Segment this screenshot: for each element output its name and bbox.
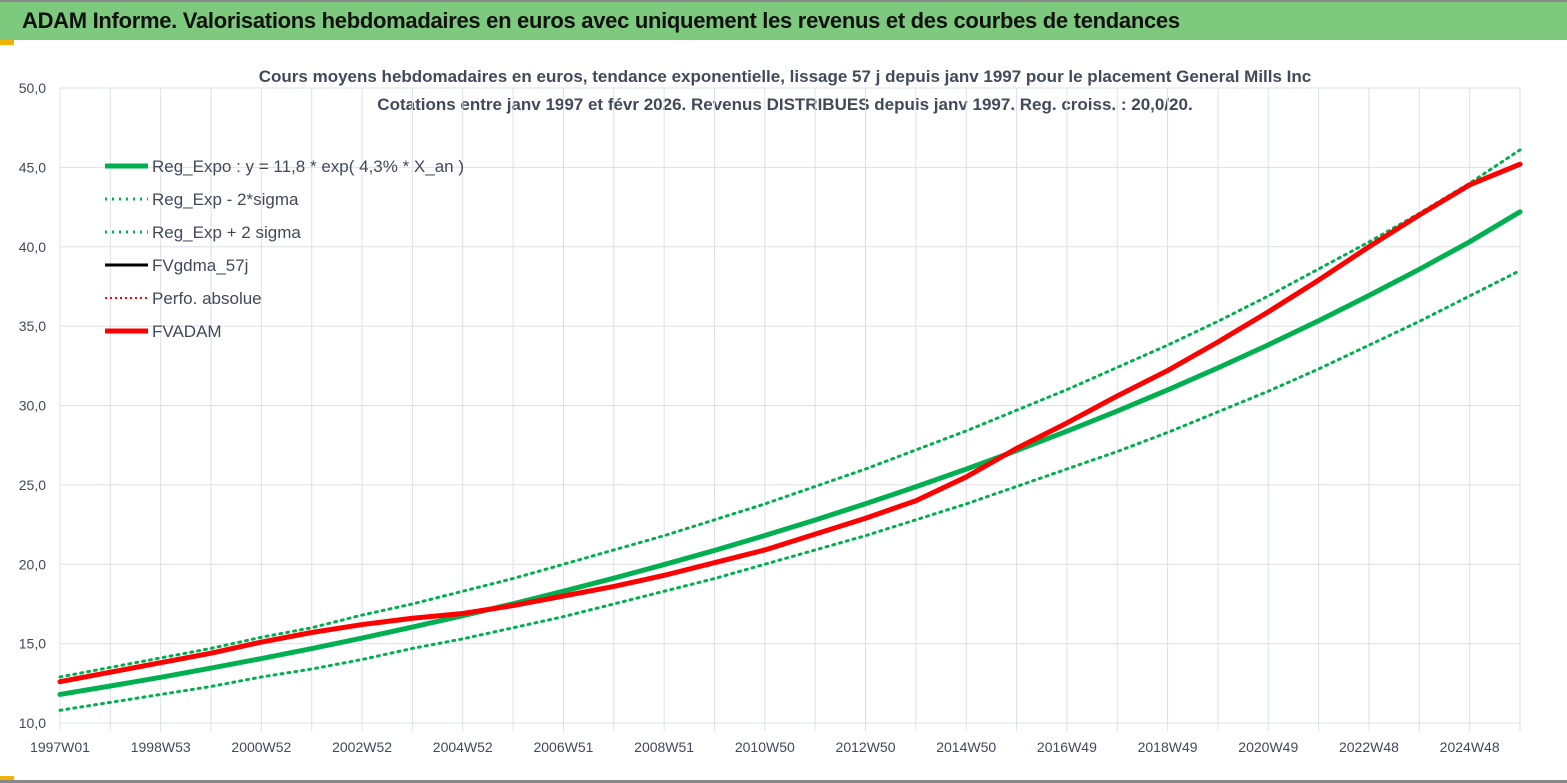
legend-label: FVgdma_57j [152, 256, 248, 275]
series-line-1 [58, 269, 1522, 712]
y-tick-label: 50,0 [19, 80, 46, 96]
x-tick-label: 2004W52 [433, 739, 493, 755]
title-bar: ADAM Informe. Valorisations hebdomadaire… [0, 0, 1567, 40]
legend-label: Reg_Expo : y = 11,8 * exp( 4,3% * X_an ) [152, 157, 464, 176]
x-tick-label: 2006W51 [533, 739, 593, 755]
y-tick-label: 20,0 [19, 556, 46, 572]
x-tick-label: 2002W52 [332, 739, 392, 755]
accent-mark [0, 40, 14, 45]
chart-title: Cours moyens hebdomadaires en euros, ten… [259, 67, 1311, 86]
chart-subtitle: Cotations entre janv 1997 et févr 2026. … [377, 95, 1192, 114]
legend-label: FVADAM [152, 322, 222, 341]
y-tick-label: 15,0 [19, 636, 46, 652]
x-tick-label: 2016W49 [1037, 739, 1097, 755]
accent-mark [0, 776, 14, 783]
legend-label: Reg_Exp + 2 sigma [152, 223, 301, 242]
x-tick-label: 1998W53 [131, 739, 191, 755]
x-tick-label: 2008W51 [634, 739, 694, 755]
series-line-0 [57, 209, 1523, 697]
report-title: ADAM Informe. Valorisations hebdomadaire… [22, 8, 1180, 33]
x-tick-label: 1997W01 [30, 739, 90, 755]
y-tick-label: 25,0 [19, 477, 46, 493]
x-tick-label: 2022W48 [1339, 739, 1399, 755]
series-line-2 [58, 148, 1522, 679]
x-tick-label: 2018W49 [1138, 739, 1198, 755]
y-tick-label: 45,0 [19, 159, 46, 175]
y-tick-label: 30,0 [19, 398, 46, 414]
y-tick-label: 35,0 [19, 318, 46, 334]
legend-label: Perfo. absolue [152, 289, 262, 308]
legend-label: Reg_Exp - 2*sigma [152, 190, 299, 209]
x-tick-label: 2012W50 [836, 739, 896, 755]
y-tick-label: 40,0 [19, 239, 46, 255]
x-tick-label: 2010W50 [735, 739, 795, 755]
y-tick-label: 10,0 [19, 715, 46, 731]
x-tick-label: 2020W49 [1238, 739, 1298, 755]
bottom-border [0, 780, 1567, 783]
x-tick-label: 2014W50 [936, 739, 996, 755]
x-tick-label: 2024W48 [1440, 739, 1500, 755]
series-line-5 [57, 161, 1523, 685]
x-tick-label: 2000W52 [231, 739, 291, 755]
